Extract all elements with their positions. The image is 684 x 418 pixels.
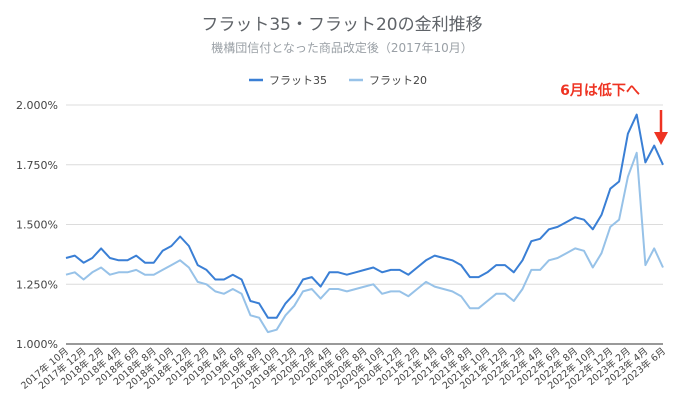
- series-line-1: [65, 151, 664, 334]
- y-tick-label: 1.750%: [16, 159, 58, 172]
- chart-title: フラット35・フラット20の金利推移: [201, 15, 482, 35]
- y-tick-label: 1.250%: [16, 278, 58, 291]
- legend: フラット35 フラット20: [249, 74, 427, 87]
- y-tick-label: 2.000%: [16, 99, 58, 112]
- annotation: 6月は低下へ: [560, 82, 668, 145]
- chart-subtitle: 機構団信付となった商品改定後（2017年10月）: [211, 40, 472, 55]
- grid: [66, 104, 663, 345]
- annotation-arrow-head: [654, 132, 668, 145]
- series-lines: [65, 113, 664, 334]
- legend-label-flat35: フラット35: [269, 74, 327, 87]
- series-line-0: [65, 113, 664, 319]
- legend-label-flat20: フラット20: [369, 74, 427, 87]
- y-axis-ticks: 1.000% 1.250% 1.500% 1.750% 2.000%: [16, 99, 58, 351]
- annotation-text: 6月は低下へ: [560, 82, 640, 99]
- y-tick-label: 1.500%: [16, 219, 58, 232]
- y-tick-label: 1.000%: [16, 338, 58, 351]
